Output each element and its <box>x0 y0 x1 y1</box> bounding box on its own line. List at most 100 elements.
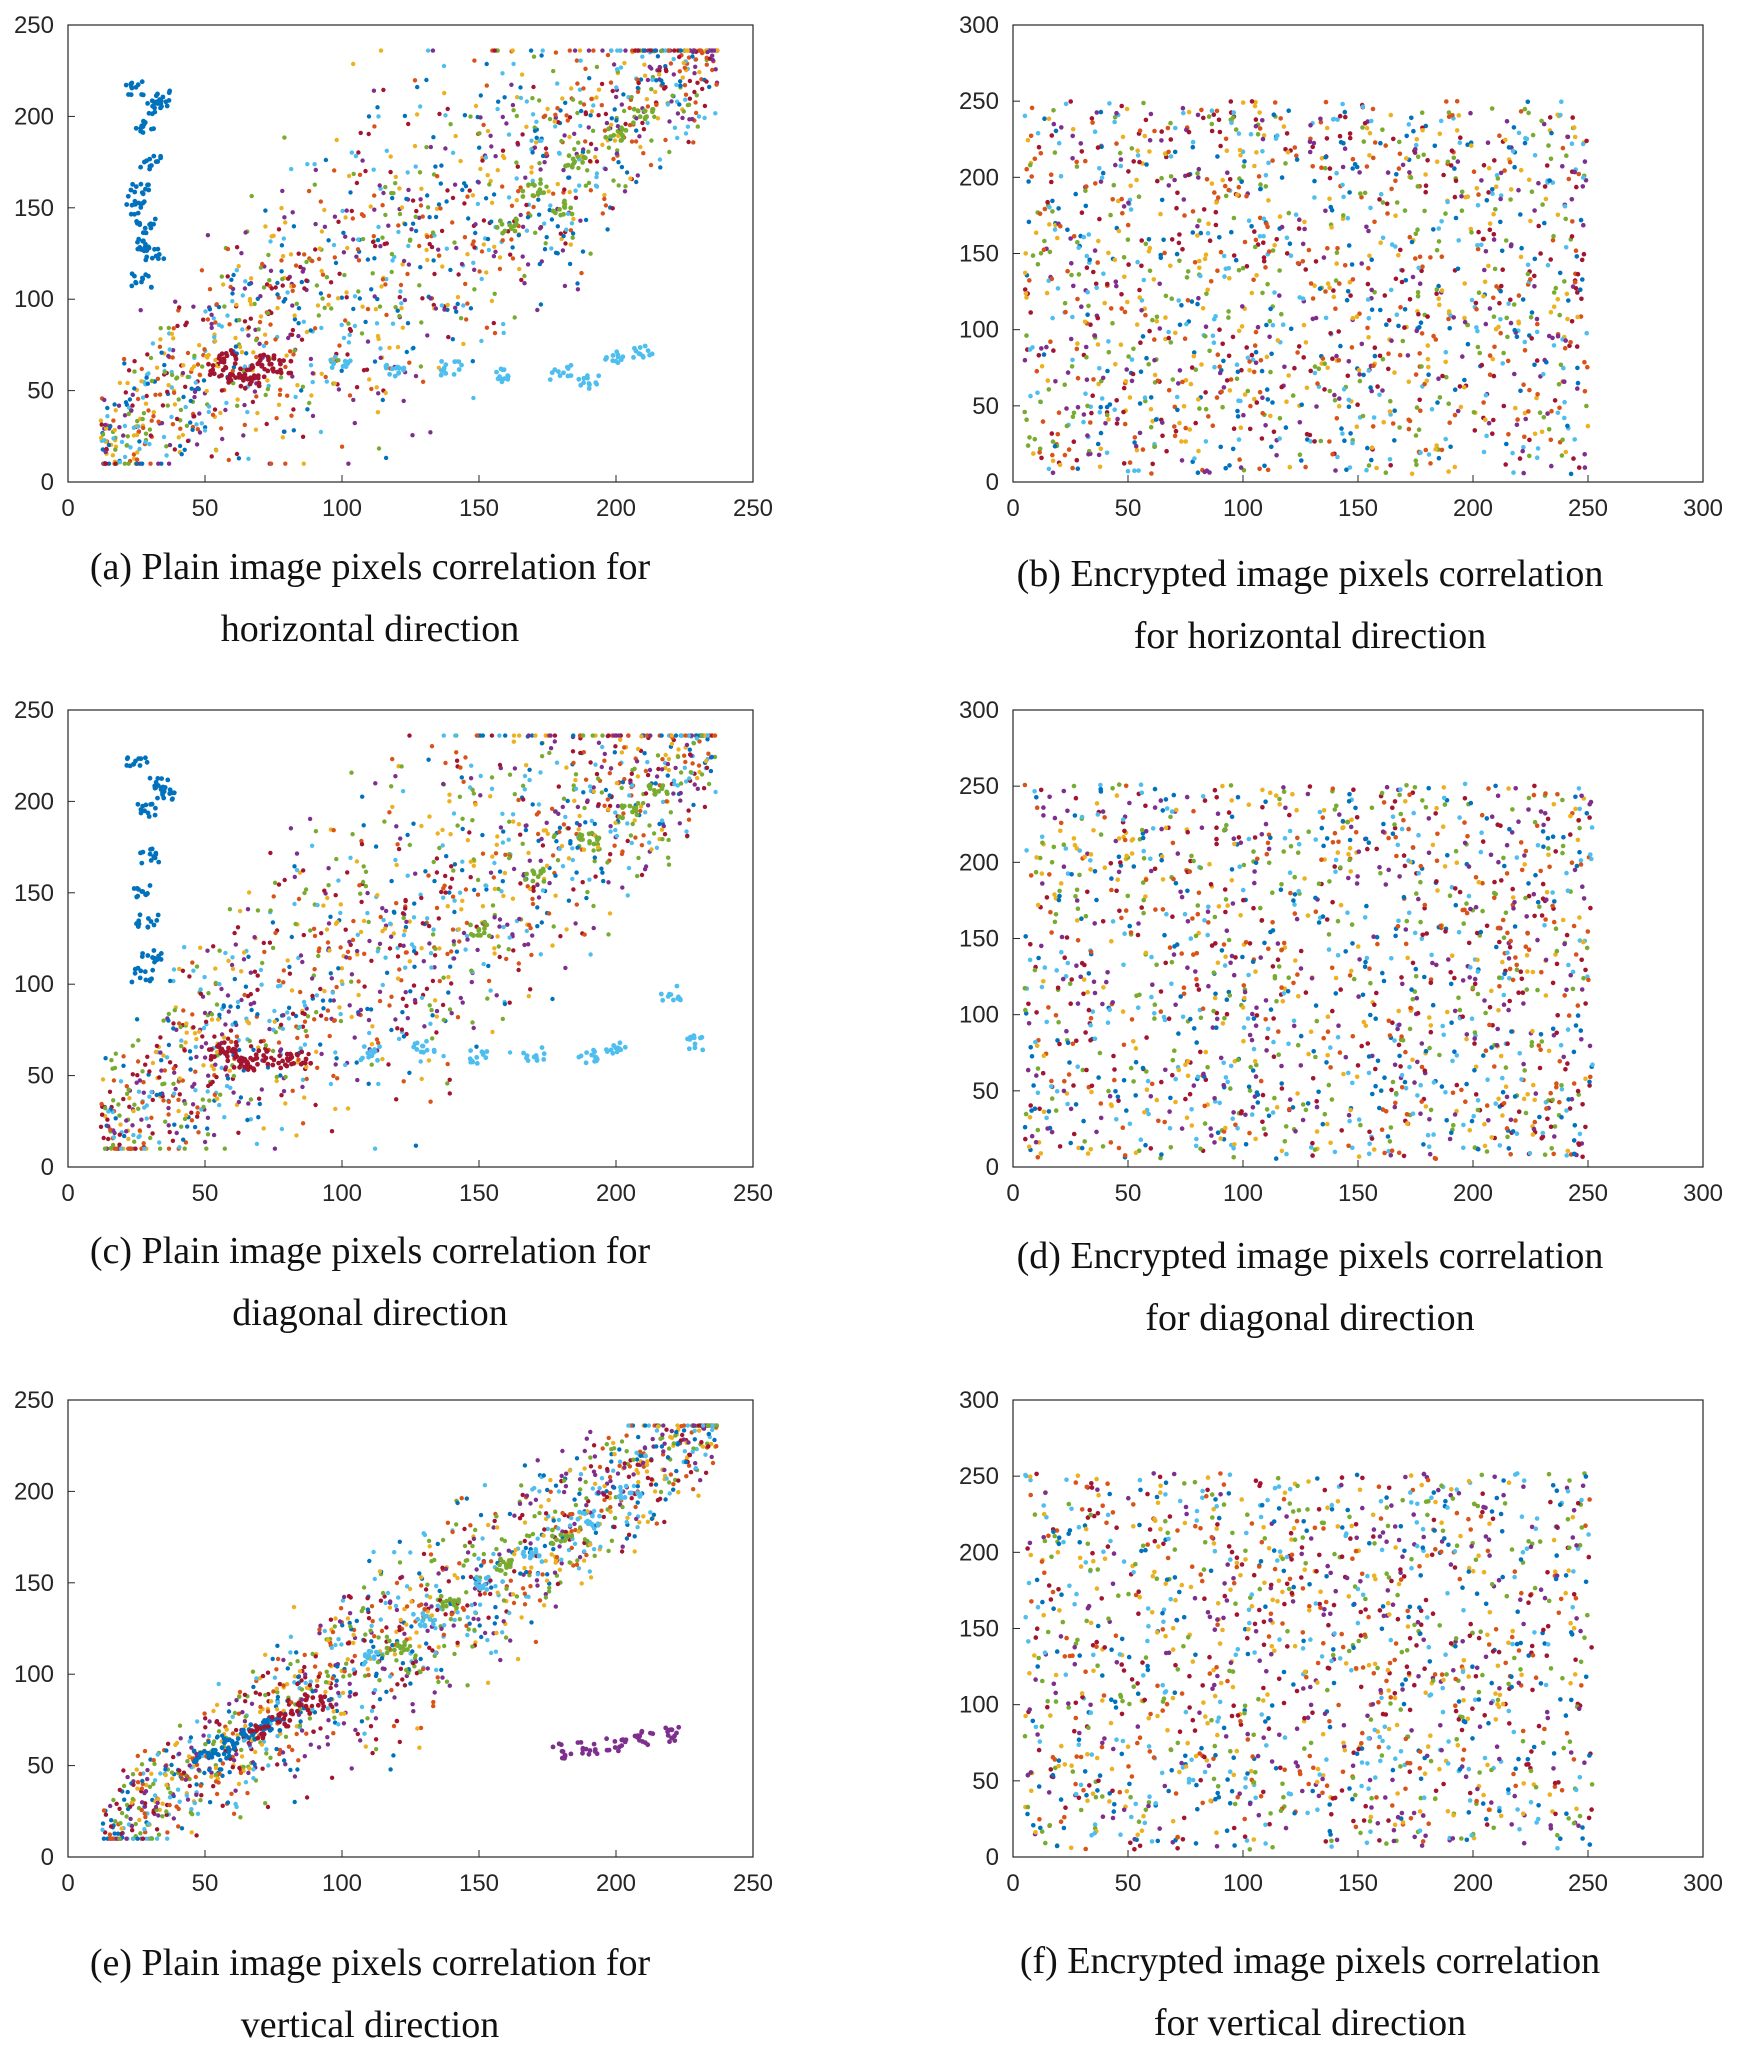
scatter-point <box>1172 404 1178 410</box>
scatter-point <box>331 360 337 366</box>
scatter-point <box>1259 368 1265 374</box>
scatter-point <box>293 921 298 927</box>
scatter-point <box>318 199 323 204</box>
scatter-point <box>603 134 609 140</box>
scatter-point <box>381 917 386 923</box>
scatter-point <box>1414 405 1420 410</box>
scatter-point <box>470 818 475 823</box>
scatter-point <box>1525 262 1531 268</box>
scatter-point <box>286 1016 292 1021</box>
scatter-point <box>1203 252 1209 257</box>
scatter-point <box>1483 321 1489 327</box>
scatter-point <box>219 324 224 329</box>
scatter-point <box>1437 131 1443 137</box>
scatter-point <box>1475 328 1480 334</box>
scatter-point <box>396 846 402 852</box>
scatter-point <box>430 230 436 235</box>
scatter-point <box>446 334 451 340</box>
scatter-point <box>551 834 556 840</box>
scatter-point <box>371 167 376 172</box>
scatter-point <box>1070 156 1075 161</box>
scatter-point <box>126 1087 131 1092</box>
scatter-point <box>1445 159 1451 165</box>
scatter-point <box>153 392 158 397</box>
scatter-point <box>283 1074 288 1080</box>
scatter-point <box>600 870 605 875</box>
scatter-point <box>1551 233 1556 239</box>
scatter-point <box>141 425 146 431</box>
scatter-point <box>1501 350 1506 356</box>
scatter-point <box>145 381 150 386</box>
scatter-point <box>451 811 457 816</box>
scatter-point <box>325 895 330 901</box>
scatter-point <box>1137 128 1143 133</box>
scatter-point <box>1187 427 1193 432</box>
scatter-point <box>1025 443 1031 448</box>
scatter-point <box>278 387 283 392</box>
scatter-point <box>1306 247 1312 253</box>
scatter-point <box>1459 194 1464 199</box>
scatter-point <box>563 814 568 820</box>
scatter-point <box>520 188 526 194</box>
scatter-point <box>319 931 324 936</box>
scatter-point <box>560 96 565 101</box>
scatter-point <box>384 241 389 246</box>
scatter-point <box>292 864 297 869</box>
scatter-point <box>302 252 307 257</box>
scatter-point <box>403 898 408 904</box>
scatter-point <box>131 1108 136 1114</box>
scatter-point <box>619 137 624 143</box>
scatter-point <box>274 416 279 421</box>
scatter-point <box>201 1104 206 1110</box>
scatter-point <box>334 137 339 143</box>
scatter-point <box>1215 195 1221 200</box>
scatter-point <box>1168 263 1173 269</box>
scatter-point <box>1264 387 1270 392</box>
scatter-point <box>280 253 286 259</box>
scatter-point <box>340 208 345 214</box>
scatter-point <box>471 791 476 796</box>
scatter-point <box>438 181 443 186</box>
scatter-point <box>134 457 140 462</box>
scatter-point <box>435 831 440 836</box>
scatter-point <box>287 971 293 976</box>
scatter-point <box>1069 364 1075 369</box>
scatter-point <box>378 244 383 249</box>
scatter-point <box>1150 419 1155 424</box>
scatter-point <box>432 998 438 1003</box>
scatter-point <box>375 105 380 110</box>
scatter-point <box>292 313 297 318</box>
scatter-point <box>588 188 593 193</box>
scatter-point <box>1546 143 1551 148</box>
scatter-point <box>697 739 702 744</box>
scatter-point <box>1349 345 1355 350</box>
x-tick-label: 150 <box>459 495 499 522</box>
scatter-point <box>352 1035 357 1040</box>
scatter-point <box>1537 410 1543 416</box>
scatter-point <box>560 248 566 253</box>
scatter-point <box>428 1021 433 1026</box>
scatter-point <box>1081 412 1087 417</box>
scatter-point <box>1490 431 1495 437</box>
scatter-point <box>1407 234 1413 240</box>
scatter-point <box>225 1036 231 1041</box>
scatter-point <box>1112 407 1117 413</box>
scatter-point <box>428 296 433 301</box>
scatter-point <box>1050 452 1055 458</box>
scatter-point <box>581 790 586 795</box>
scatter-point <box>1229 229 1234 235</box>
scatter-point <box>308 356 314 362</box>
scatter-point <box>506 195 512 200</box>
scatter-point <box>1260 411 1265 416</box>
scatter-point <box>1131 159 1136 164</box>
scatter-point <box>569 164 575 170</box>
scatter-point <box>578 100 583 105</box>
scatter-point <box>675 783 680 788</box>
scatter-point <box>266 252 271 258</box>
scatter-point <box>555 251 560 256</box>
scatter-point <box>431 859 436 865</box>
scatter-point <box>1565 423 1570 429</box>
scatter-point <box>119 439 125 445</box>
scatter-point <box>553 809 558 814</box>
scatter-point <box>600 211 605 216</box>
